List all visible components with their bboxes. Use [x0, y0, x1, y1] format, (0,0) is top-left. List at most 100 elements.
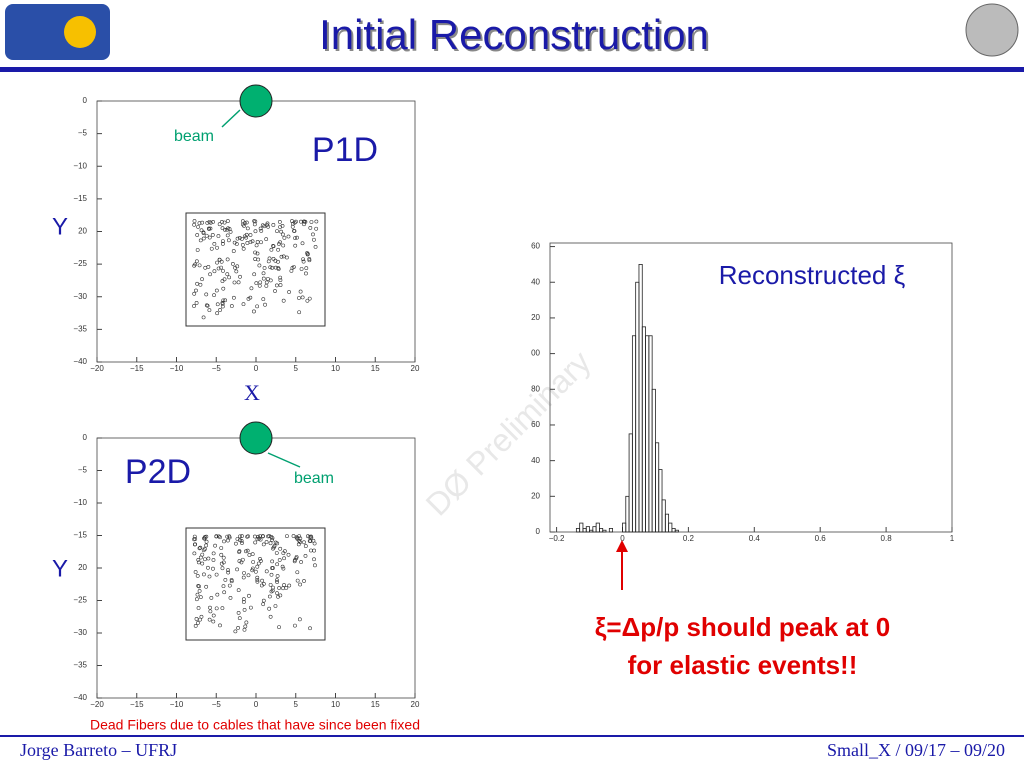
hit — [256, 561, 261, 566]
hit — [275, 562, 280, 567]
hit — [268, 614, 273, 619]
hit — [297, 310, 302, 315]
hit — [221, 268, 225, 273]
hit — [225, 233, 230, 238]
hit — [282, 583, 286, 587]
hit — [233, 265, 237, 270]
hit — [248, 240, 253, 245]
hit — [195, 281, 200, 286]
hit — [237, 550, 241, 554]
y-tick-label: 80 — [531, 384, 540, 393]
hit — [284, 585, 289, 590]
hist-bar — [658, 469, 663, 533]
hit — [252, 222, 257, 227]
hit — [198, 545, 203, 550]
hit — [259, 228, 264, 233]
hit — [255, 304, 260, 309]
hit — [301, 257, 305, 262]
x-tick-label: 0.6 — [815, 534, 827, 543]
hit — [220, 279, 225, 283]
hit — [274, 551, 279, 555]
y-tick-label: −35 — [73, 661, 87, 670]
hit — [273, 604, 278, 608]
hit — [241, 600, 246, 604]
hit — [294, 219, 298, 224]
y-tick-label: −15 — [73, 194, 87, 203]
hit — [198, 595, 203, 600]
title-shadow: Initial Reconstruction — [321, 13, 711, 60]
hit — [271, 244, 275, 248]
hit — [273, 289, 277, 293]
title: Initial Reconstruction — [319, 11, 709, 58]
hit — [237, 616, 242, 621]
footer-left: Jorge Barreto – UFRJ — [20, 740, 177, 760]
watermark: DØ Preliminary — [419, 344, 598, 523]
hist-bar — [674, 529, 679, 533]
hit — [222, 220, 227, 225]
y-tick-label: 40 — [531, 456, 540, 465]
hit — [279, 254, 284, 259]
hit — [296, 542, 301, 547]
hit — [194, 259, 199, 264]
hit — [293, 243, 298, 248]
hit — [286, 234, 291, 239]
y-tick-label: −30 — [73, 292, 87, 301]
hist-bar — [671, 528, 676, 533]
hit — [248, 605, 253, 610]
hit — [255, 537, 260, 542]
hit — [194, 301, 199, 305]
hit — [200, 220, 205, 225]
hit — [256, 257, 261, 262]
hit — [266, 276, 270, 281]
hit — [280, 223, 285, 228]
y-tick-label: −35 — [73, 324, 87, 333]
x-tick-label: 5 — [294, 700, 299, 709]
y-tick-label: −25 — [73, 596, 87, 605]
hit — [264, 237, 269, 242]
hit — [281, 566, 286, 571]
hit — [231, 295, 236, 300]
y-tick-label: 0 — [83, 433, 88, 442]
hit — [238, 538, 242, 543]
hit — [226, 238, 231, 243]
x-tick-label: −15 — [130, 700, 144, 709]
hit — [300, 295, 305, 300]
hit — [282, 556, 286, 561]
hit — [303, 219, 308, 224]
detector-box — [185, 212, 326, 327]
hit — [275, 574, 280, 578]
hit — [281, 586, 285, 591]
hit — [220, 226, 225, 231]
hist-bar — [635, 281, 640, 533]
header-rule — [0, 67, 1024, 72]
hit — [242, 234, 247, 239]
y-label: Y — [52, 213, 68, 240]
hit — [253, 569, 258, 574]
hit — [261, 542, 266, 547]
y-tick-label: −10 — [73, 161, 87, 170]
hit — [278, 546, 283, 551]
hit — [297, 617, 302, 622]
hist-bar — [628, 433, 633, 533]
hit — [221, 298, 226, 303]
hit — [240, 242, 245, 247]
x-tick-label: 0 — [254, 700, 259, 709]
hit — [192, 291, 197, 296]
hit — [204, 584, 209, 589]
hit — [312, 541, 317, 546]
hit — [195, 573, 200, 578]
hit — [267, 606, 272, 611]
hit — [211, 566, 215, 571]
hit — [246, 573, 251, 578]
hit — [192, 222, 197, 227]
hit — [210, 233, 215, 237]
hit — [220, 304, 225, 309]
hit — [275, 229, 279, 234]
hit — [244, 549, 248, 554]
hit — [268, 265, 273, 270]
hist-bar — [592, 526, 597, 533]
hit — [207, 308, 212, 313]
logo-right — [965, 3, 1019, 57]
y-tick-label: 40 — [531, 277, 540, 286]
